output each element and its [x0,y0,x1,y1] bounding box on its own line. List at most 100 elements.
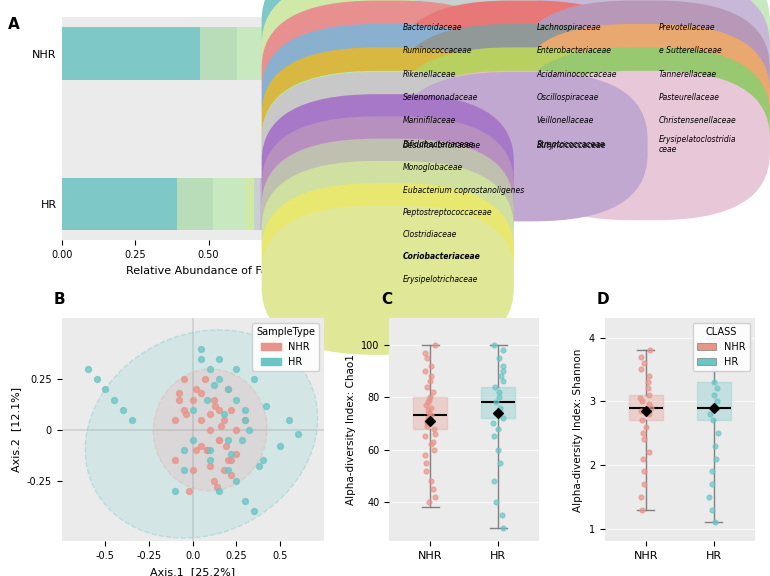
Point [204,456,216,465]
Point [419,450,431,460]
Point [497,345,509,354]
Point [209,401,222,410]
Point [219,442,232,451]
Ellipse shape [85,330,318,538]
Bar [298,177,301,230]
Point [230,476,243,485]
PathPatch shape [628,395,663,420]
PathPatch shape [697,382,731,420]
Point [222,466,234,475]
Bar [62,28,199,80]
FancyBboxPatch shape [395,1,648,150]
Text: Eubacterium coprostanoligenes: Eubacterium coprostanoligenes [403,185,524,195]
Point [424,416,437,425]
Point [116,405,129,414]
Point [637,429,649,438]
Text: Coriobacteriaceae: Coriobacteriaceae [403,252,480,262]
Text: Veillonellaceae: Veillonellaceae [537,116,594,126]
Point [230,395,243,404]
Text: Butyricicoccaceae: Butyricicoccaceae [537,141,607,150]
Bar [348,177,356,230]
Point [420,382,433,391]
Point [239,497,251,506]
Bar [336,28,341,80]
Point [200,446,213,455]
Ellipse shape [153,369,267,491]
Point [222,456,234,465]
Point [213,486,225,495]
Point [635,352,648,361]
Text: Oscillospiraceae: Oscillospiraceae [537,93,599,102]
Bar [287,177,292,230]
Point [490,398,503,407]
FancyBboxPatch shape [262,1,514,150]
Bar [237,28,270,80]
Point [497,361,509,370]
Point [487,340,500,349]
Point [218,415,230,425]
Point [420,466,433,475]
Point [200,446,213,455]
Point [186,435,199,445]
Point [420,419,433,428]
Point [422,398,434,407]
Y-axis label: Axis.2  [12.1%]: Axis.2 [12.1%] [12,387,22,472]
Point [494,458,507,467]
Bar [199,28,237,80]
Text: Erysipelatoclostridia
ceae: Erysipelatoclostridia ceae [659,135,737,154]
Point [703,333,715,342]
Point [178,466,190,475]
Point [179,409,192,418]
Point [222,435,234,445]
Point [222,385,234,394]
Point [213,435,225,445]
Text: Bacteroidaceae: Bacteroidaceae [403,23,463,32]
Text: Monoglobaceae: Monoglobaceae [403,163,464,172]
Point [274,442,286,451]
Point [425,403,437,412]
Point [425,361,437,370]
Bar [301,177,304,230]
Bar [307,177,309,230]
Bar [270,28,279,80]
Point [497,414,509,423]
Point [204,409,216,418]
Bar [321,28,326,80]
Bar [337,177,348,230]
Bar [341,28,346,80]
Point [638,479,650,488]
Point [213,374,225,384]
Text: Streptococcaceae: Streptococcaceae [537,140,605,149]
Bar [322,177,326,230]
Point [82,365,94,374]
FancyBboxPatch shape [517,47,770,197]
Point [420,416,433,425]
FancyBboxPatch shape [262,71,514,220]
Point [230,365,243,374]
Point [638,467,651,476]
Bar [326,28,331,80]
Point [204,425,216,434]
Point [644,346,656,355]
FancyBboxPatch shape [262,183,514,332]
Point [186,466,199,475]
Bar [213,177,245,230]
Point [428,445,440,454]
Bar [266,177,273,230]
Point [711,429,724,438]
Point [642,400,654,409]
Point [709,518,721,527]
Point [196,354,208,363]
Point [637,454,649,463]
FancyBboxPatch shape [517,24,770,173]
Y-axis label: Alpha-diversity Index: Chao1: Alpha-diversity Index: Chao1 [346,354,356,505]
Bar [295,28,303,80]
Point [169,486,182,495]
Point [638,435,650,444]
Bar [295,177,298,230]
Point [230,450,243,459]
Point [225,456,237,465]
Point [705,467,718,476]
Text: Tannerellaceae: Tannerellaceae [659,70,717,79]
Point [204,446,216,455]
